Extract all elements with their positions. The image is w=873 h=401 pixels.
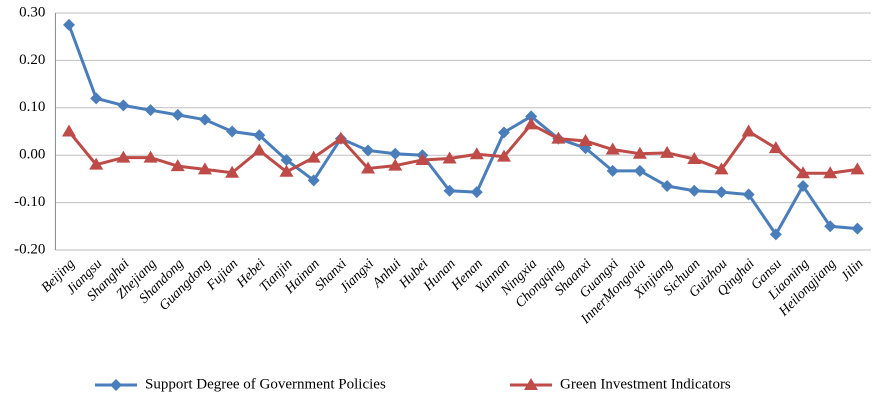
point-marker [768,141,783,154]
point-marker [253,129,266,142]
y-tick-label: 0.30 [19,4,45,20]
point-marker [496,149,511,162]
point-marker [687,151,702,164]
point-marker [715,186,728,199]
point-marker [796,166,811,179]
point-marker [606,164,619,177]
point-marker [61,124,76,137]
point-marker [525,110,538,123]
point-marker [389,147,402,160]
point-marker [551,131,566,144]
point-marker [89,157,104,170]
point-marker [197,162,212,175]
point-marker [797,180,810,193]
point-marker [171,108,184,121]
point-marker [62,18,75,31]
legend-label: Support Degree of Government Policies [145,376,386,392]
y-tick-label: 0.20 [19,52,45,68]
point-marker [742,188,755,201]
point-marker [279,164,294,177]
point-marker [823,166,838,179]
point-marker [90,92,103,105]
series-line [67,122,858,175]
point-marker [198,113,211,126]
point-marker [632,146,647,159]
point-marker [226,125,239,138]
point-marker [605,142,620,155]
point-marker [280,153,293,166]
point-marker [306,150,321,163]
point-marker [524,117,539,130]
point-marker [824,220,837,233]
point-marker [578,133,593,146]
y-tick-label: -0.20 [14,241,45,257]
point-marker [170,159,185,172]
point-marker [714,162,729,175]
point-marker [388,158,403,171]
point-marker [362,144,375,157]
point-marker [660,145,675,158]
point-marker [497,126,510,139]
x-tick-label: Anhui [369,256,404,291]
point-marker [661,180,674,193]
point-marker [117,99,130,112]
y-tick-label: 0.10 [19,99,45,115]
y-tick-label: 0.00 [19,147,45,163]
point-marker [361,161,376,174]
point-marker [144,104,157,117]
y-tick-label: -0.10 [14,194,45,210]
legend-marker [524,378,538,390]
point-marker [443,184,456,197]
point-marker [116,150,131,163]
point-marker [850,162,865,175]
point-marker [333,131,348,144]
point-marker [415,152,430,165]
point-marker [442,151,457,164]
point-marker [252,143,267,156]
legend-label: Green Investment Indicators [560,376,731,392]
point-marker [633,164,646,177]
point-marker [741,124,756,137]
point-marker [469,147,484,160]
x-tick-label: Fujian [203,256,241,294]
x-tick-label: Jilin [838,256,866,284]
point-marker [307,174,320,187]
point-marker [143,150,158,163]
point-marker [470,186,483,199]
point-marker [851,222,864,235]
point-marker [225,165,240,178]
point-marker [688,184,701,197]
legend-marker [110,379,122,391]
point-marker [769,228,782,241]
